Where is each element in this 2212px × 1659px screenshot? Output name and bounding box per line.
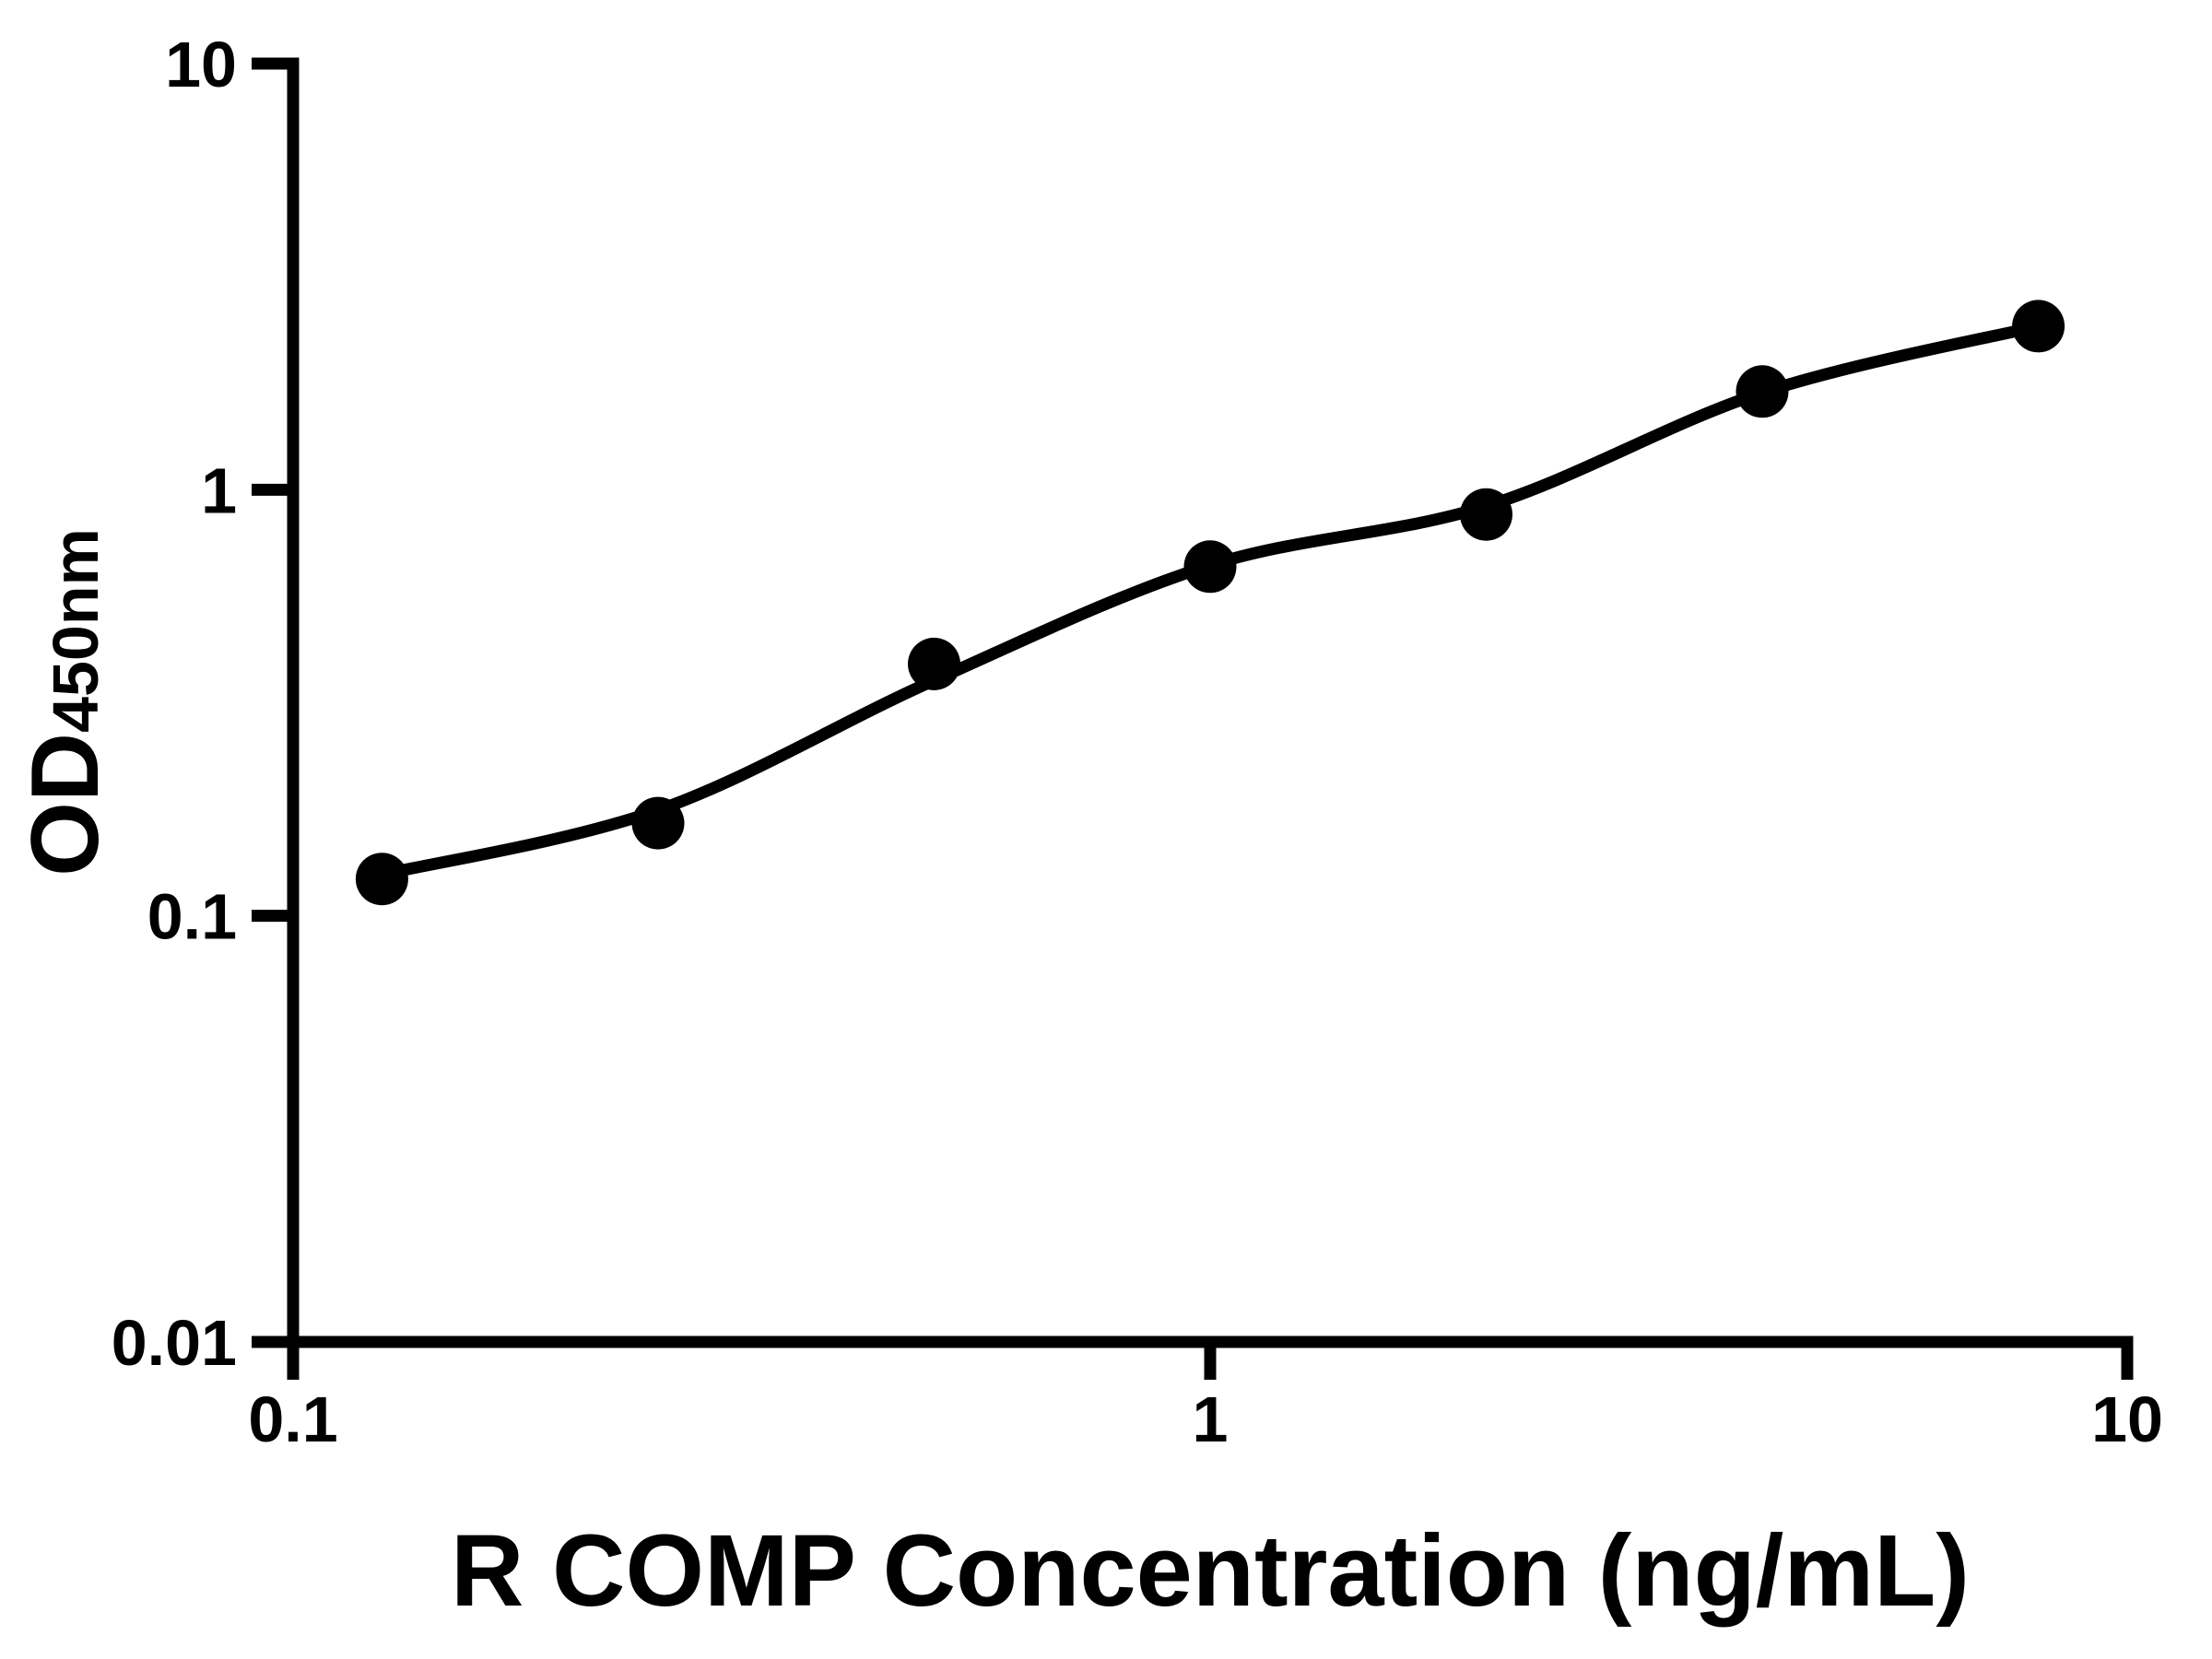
y-axis-title-main: OD (12, 733, 119, 877)
data-point (1460, 488, 1512, 541)
data-point (2012, 300, 2065, 353)
data-point (631, 796, 685, 850)
y-axis-title: OD450nm (12, 528, 119, 877)
y-tick-label: 10 (165, 29, 237, 100)
y-tick-label: 0.1 (147, 881, 237, 953)
y-tick-label: 0.01 (112, 1307, 237, 1379)
fit-curve-line (375, 320, 2045, 881)
y-axis-title-subscript: 450nm (40, 528, 112, 733)
x-tick-label: 10 (2091, 1383, 2163, 1455)
data-point (1735, 365, 1789, 418)
axis-ticks (252, 57, 2134, 1380)
data-point (908, 637, 960, 690)
data-point (355, 853, 408, 906)
x-axis-title: R COMP Concentration (ng/mL) (451, 1514, 1970, 1628)
x-tick-label: 1 (1193, 1383, 1229, 1455)
x-tick-label: 0.1 (248, 1383, 337, 1455)
axes (287, 57, 2134, 1348)
y-tick-label: 1 (201, 454, 237, 526)
data-points (355, 300, 2065, 906)
data-point (1183, 540, 1237, 594)
